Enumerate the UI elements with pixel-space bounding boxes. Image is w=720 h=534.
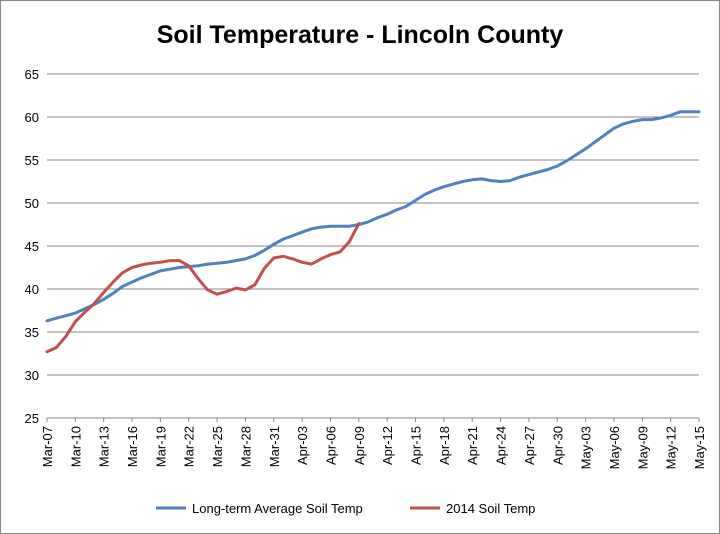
x-tick-label: Apr-15	[409, 426, 424, 465]
x-tick-label: Apr-09	[352, 426, 367, 465]
legend-label-2014: 2014 Soil Temp	[446, 501, 535, 516]
x-tick-label: Mar-22	[182, 426, 197, 467]
x-tick-label: Apr-18	[437, 426, 452, 465]
x-tick-label: Apr-21	[465, 426, 480, 465]
x-tick-label: Apr-30	[550, 426, 565, 465]
x-tick-label: Apr-12	[380, 426, 395, 465]
y-tick-label: 65	[25, 67, 39, 82]
y-tick-label: 30	[25, 368, 39, 383]
y-tick-label: 40	[25, 282, 39, 297]
x-tick-label: Mar-07	[40, 426, 55, 467]
x-tick-label: May-15	[692, 426, 707, 469]
x-tick-label: May-03	[579, 426, 594, 469]
x-tick-label: Mar-31	[267, 426, 282, 467]
y-tick-label: 60	[25, 110, 39, 125]
y-axis-tick-labels: 25 30 35 40 45 50 55 60 65	[25, 67, 39, 426]
chart-title: Soil Temperature - Lincoln County	[157, 21, 564, 49]
y-tick-label: 25	[25, 411, 39, 426]
x-tick-label: May-06	[607, 426, 622, 469]
x-tick-label: Apr-24	[494, 426, 509, 465]
legend-label-long-term-average: Long-term Average Soil Temp	[192, 501, 363, 516]
y-tick-label: 55	[25, 153, 39, 168]
x-tick-label: Mar-16	[125, 426, 140, 467]
y-tick-label: 50	[25, 196, 39, 211]
x-tick-label: Mar-28	[238, 426, 253, 467]
x-tick-label: Apr-03	[295, 426, 310, 465]
x-tick-label: Mar-25	[210, 426, 225, 467]
series-line-2014	[45, 222, 361, 354]
y-tick-label: 35	[25, 325, 39, 340]
x-tick-label: Mar-10	[68, 426, 83, 467]
gridlines	[47, 73, 699, 419]
legend: Long-term Average Soil Temp 2014 Soil Tem…	[156, 501, 535, 516]
x-tick-label: Apr-27	[522, 426, 537, 465]
x-tick-label: May-09	[635, 426, 650, 469]
x-tick-label: Mar-19	[153, 426, 168, 467]
x-tick-label: May-12	[664, 426, 679, 469]
x-tick-label: Mar-13	[97, 426, 112, 467]
series-lines	[45, 110, 701, 354]
x-tick-label: Apr-06	[323, 426, 338, 465]
y-tick-label: 45	[25, 239, 39, 254]
x-axis-tick-labels: Mar-07 Mar-10 Mar-13 Mar-16 Mar-19 Mar-22 Mar-…	[40, 418, 707, 469]
series-line-long-term-average	[45, 110, 701, 323]
